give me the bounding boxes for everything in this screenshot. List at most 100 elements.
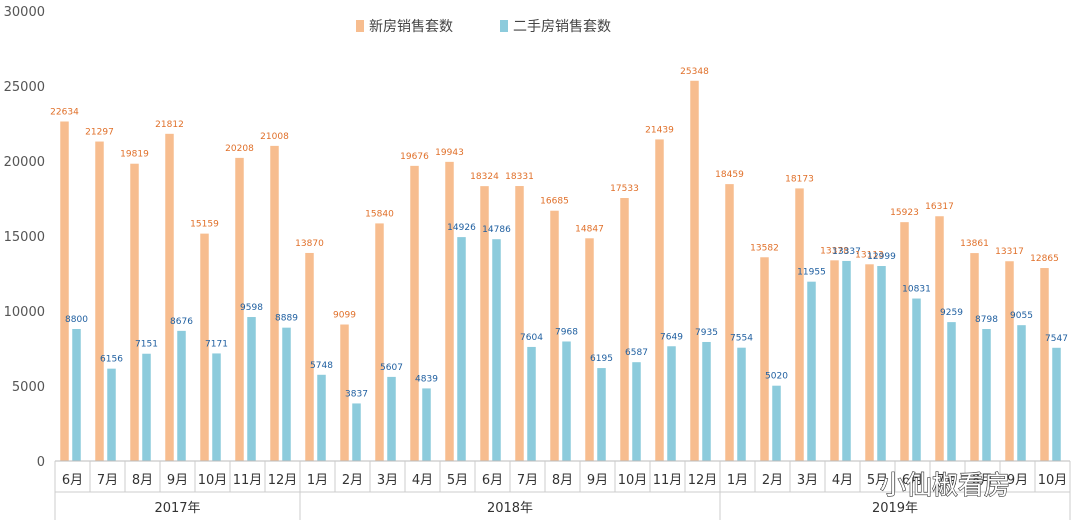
data-label-new: 13378 — [820, 246, 849, 256]
x-tick-label: 7月 — [517, 473, 538, 488]
data-label-new: 15840 — [365, 209, 394, 219]
data-label-new: 19943 — [435, 148, 464, 158]
data-label-new: 9099 — [333, 311, 356, 321]
data-label-old: 7171 — [205, 339, 228, 349]
bar-new — [760, 257, 769, 461]
bar-old — [72, 329, 81, 461]
data-label-new: 13870 — [295, 239, 324, 249]
bar-old — [912, 298, 921, 461]
legend-label-old: 二手房销售套数 — [513, 19, 611, 35]
data-label-new: 13113 — [855, 250, 884, 260]
bar-new — [550, 210, 559, 461]
x-tick-label: 10月 — [618, 473, 648, 488]
data-label-old: 14926 — [447, 223, 476, 233]
x-tick-label: 6月 — [482, 473, 503, 488]
data-label-new: 25348 — [680, 67, 709, 77]
bar-new — [60, 121, 69, 462]
bar-old — [632, 362, 641, 461]
legend-swatch-new — [356, 20, 364, 32]
bar-old — [212, 353, 221, 461]
data-label-old: 9598 — [240, 303, 263, 313]
data-label-old: 5020 — [765, 372, 788, 382]
data-labels: 22634 8800 21297 6156 19819 7151 21812 8676 1515… — [50, 67, 1068, 400]
data-label-old: 13337 — [832, 247, 861, 257]
bar-new — [375, 223, 384, 461]
bar-new — [1040, 268, 1049, 461]
data-label-new: 18324 — [470, 172, 499, 182]
bar-new — [445, 161, 454, 462]
data-label-new: 15923 — [890, 208, 919, 218]
data-label-old: 8676 — [170, 317, 193, 327]
x-tick-label: 4月 — [832, 473, 853, 488]
year-group-label: 2018年 — [487, 501, 533, 516]
bar-new — [795, 188, 804, 461]
x-tick-label: 12月 — [688, 473, 718, 488]
data-label-new: 22634 — [50, 107, 79, 117]
bar-new — [410, 165, 419, 462]
data-label-new: 13861 — [960, 239, 989, 249]
data-label-old: 10831 — [902, 285, 931, 295]
bar-new — [725, 184, 734, 462]
y-tick-label: 20000 — [4, 155, 45, 170]
x-tick-label: 7月 — [97, 473, 118, 488]
bar-old — [282, 327, 291, 461]
bar-old — [737, 347, 746, 461]
bar-new — [515, 186, 524, 461]
bar-old — [492, 239, 501, 461]
bar-new — [270, 145, 279, 461]
bar-old — [667, 346, 676, 461]
bar-new — [200, 233, 209, 461]
x-tick-label: 10月 — [198, 473, 228, 488]
bar-new — [620, 198, 629, 461]
data-label-old: 12999 — [867, 252, 896, 262]
x-tick-label: 8月 — [552, 473, 573, 488]
y-tick-label: 15000 — [4, 230, 45, 245]
x-tick-label: 8月 — [132, 473, 153, 488]
year-group-label: 2017年 — [154, 501, 200, 516]
bar-new — [480, 186, 489, 461]
x-tick-label: 8月 — [972, 473, 993, 488]
data-label-old: 7649 — [660, 332, 683, 342]
legend-label-new: 新房销售套数 — [369, 19, 453, 35]
bar-new — [165, 133, 174, 461]
legend-swatch-old — [500, 20, 508, 32]
data-label-new: 18459 — [715, 170, 744, 180]
watermark: 小仙椒看房 — [879, 470, 1010, 501]
x-tick-label: 1月 — [307, 473, 328, 488]
bar-new — [585, 238, 594, 461]
data-label-new: 18331 — [505, 172, 534, 182]
data-label-new: 21812 — [155, 120, 184, 130]
bar-old — [947, 322, 956, 461]
bar-new — [830, 260, 839, 461]
bar-old — [527, 346, 536, 461]
bar-new — [235, 157, 244, 461]
data-label-old: 6195 — [590, 354, 613, 364]
data-label-old: 7554 — [730, 334, 753, 344]
bar-new — [690, 80, 699, 461]
bars — [60, 80, 1061, 462]
data-label-old: 5748 — [310, 361, 333, 371]
data-label-old: 7604 — [520, 333, 543, 343]
x-tick-label: 3月 — [377, 473, 398, 488]
watermark-text: 小仙椒看房 — [880, 471, 1010, 501]
bar-new — [900, 222, 909, 461]
data-label-old: 7547 — [1045, 334, 1068, 344]
data-label-new: 17533 — [610, 184, 639, 194]
data-label-new: 21439 — [645, 125, 674, 135]
data-label-old: 8798 — [975, 315, 998, 325]
y-axis: 0 5000 10000 15000 20000 25000 30000 — [4, 5, 45, 470]
data-label-old: 14786 — [482, 225, 511, 235]
data-label-old: 8889 — [275, 314, 298, 324]
x-tick-label: 9月 — [1007, 473, 1028, 488]
data-label-new: 21297 — [85, 128, 114, 138]
bar-new — [865, 264, 874, 461]
x-tick-label: 9月 — [167, 473, 188, 488]
data-label-old: 5607 — [380, 363, 403, 373]
data-label-old: 11955 — [797, 268, 826, 278]
x-tick-label: 12月 — [268, 473, 298, 488]
data-label-old: 9259 — [940, 308, 963, 318]
data-label-old: 7151 — [135, 340, 158, 350]
data-label-new: 20208 — [225, 144, 254, 154]
bar-new — [1005, 261, 1014, 461]
bar-new — [130, 163, 139, 461]
